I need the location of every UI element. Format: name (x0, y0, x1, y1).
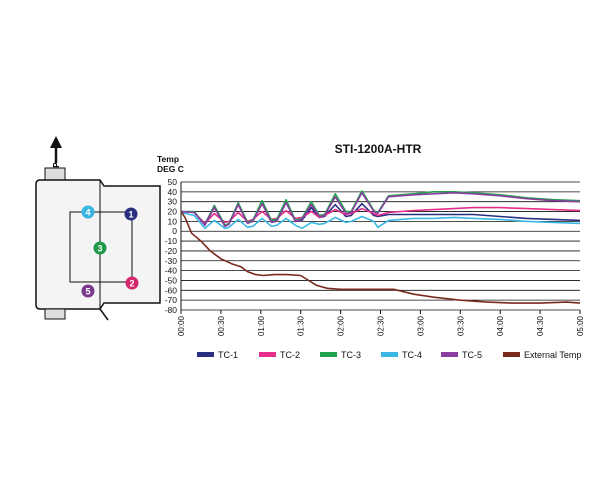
series-line-tc-4 (180, 211, 581, 230)
y-tick-label: -30 (165, 256, 178, 266)
legend-swatch (320, 352, 337, 357)
svg-text:4: 4 (85, 208, 90, 218)
y-tick-label: -50 (165, 275, 178, 285)
svg-text:3: 3 (97, 244, 102, 254)
x-tick-label: 04:30 (536, 315, 545, 336)
y-tick-label: -70 (165, 295, 178, 305)
bottom-connector (44, 308, 66, 320)
x-tick-label: 02:00 (337, 315, 346, 336)
y-axis-title-line1: Temp (157, 154, 179, 164)
y-tick-label: -20 (165, 246, 178, 256)
y-tick-label: 40 (168, 187, 178, 197)
x-tick-label: 04:00 (496, 315, 505, 336)
series-line-tc-5 (180, 192, 581, 228)
legend-swatch (259, 352, 276, 357)
legend-label: External Temp (524, 350, 581, 360)
legend-label: TC-4 (402, 350, 422, 360)
badge-5: 5 (81, 284, 95, 298)
svg-text:5: 5 (85, 287, 90, 297)
series-line-external-temp (180, 211, 581, 304)
y-tick-label: 20 (168, 207, 178, 217)
legend-swatch (441, 352, 458, 357)
y-tick-label: 10 (168, 216, 178, 226)
chart-title: STI-1200A-HTR (335, 142, 422, 156)
y-tick-label: -40 (165, 266, 178, 276)
legend-swatch (197, 352, 214, 357)
device-diagram: UP 1 2 3 4 5 (35, 136, 161, 321)
legend-swatch (381, 352, 398, 357)
x-tick-label: 03:00 (416, 315, 425, 336)
x-tick-label: 00:30 (217, 315, 226, 336)
legend-label: TC-3 (341, 350, 361, 360)
x-tick-label: 00:00 (177, 315, 186, 336)
legend-swatch (503, 352, 520, 357)
y-tick-label: 30 (168, 197, 178, 207)
cable (99, 308, 109, 321)
svg-text:2: 2 (129, 279, 134, 289)
y-tick-label: -10 (165, 236, 178, 246)
legend-label: TC-2 (280, 350, 300, 360)
legend-label: TC-5 (462, 350, 482, 360)
legend-label: TC-1 (218, 350, 238, 360)
badge-1: 1 (124, 207, 138, 221)
badge-3: 3 (93, 241, 107, 255)
y-tick-label: 50 (168, 177, 178, 187)
inner-panel (69, 211, 133, 283)
x-tick-label: 01:30 (297, 315, 306, 336)
svg-text:1: 1 (128, 210, 133, 220)
x-tick-label: 03:30 (456, 315, 465, 336)
y-axis-title-line2: DEG C (157, 164, 184, 174)
y-tick-label: -60 (165, 285, 178, 295)
badge-2: 2 (125, 276, 139, 290)
up-arrow-icon (50, 136, 62, 163)
y-tick-label: 0 (172, 226, 177, 236)
x-tick-label: 02:30 (377, 315, 386, 336)
badge-4: 4 (81, 205, 95, 219)
x-tick-label: 01:00 (257, 315, 266, 336)
x-tick-label: 05:00 (576, 315, 585, 336)
y-tick-label: -80 (165, 305, 178, 315)
